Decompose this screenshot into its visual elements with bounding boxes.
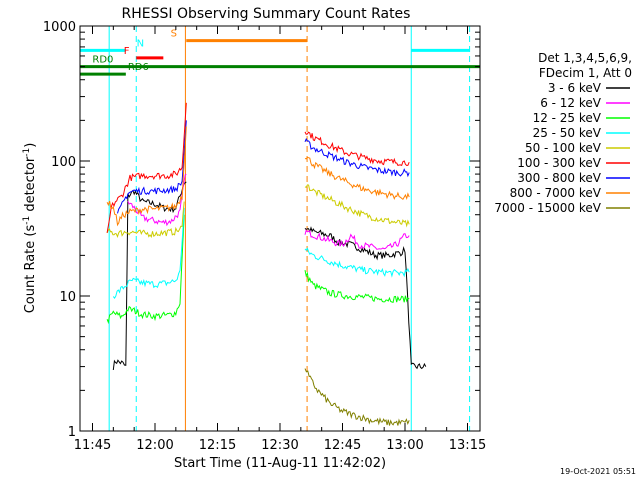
series-line-25-50-kev-1	[304, 247, 410, 278]
series-50-100-kev	[106, 184, 410, 239]
legend-label-12-25-kev: 12 - 25 keV	[533, 111, 602, 125]
timestamp: 19-Oct-2021 05:51	[560, 467, 636, 476]
y-label-text-mid: detector	[23, 156, 38, 216]
x-axis: 11:45 12:00 12:15 12:30 12:45 13:00 13:15	[74, 26, 486, 453]
legend-header-1: Det 1,3,4,5,6,9,	[538, 51, 632, 65]
series-800-7000-kev	[106, 126, 410, 227]
series-12-25-kev	[106, 214, 410, 325]
series-line-800-7000-kev-1	[304, 156, 410, 201]
series-100-300-kev	[106, 102, 410, 233]
x-tick-label: 12:45	[324, 438, 361, 453]
series-line-50-100-kev-0	[106, 201, 185, 239]
y-axis: 1 10 100 1000	[43, 20, 480, 440]
legend-label-25-50-kev: 25 - 50 keV	[533, 126, 602, 140]
series-line-3-6-kev-0	[112, 181, 187, 371]
legend-label-6-12-kev: 6 - 12 keV	[540, 96, 602, 110]
legend-label-800-7000-kev: 800 - 7000 keV	[510, 186, 602, 200]
y-tick-label: 100	[51, 155, 76, 170]
chart-title: RHESSI Observing Summary Count Rates	[122, 6, 411, 22]
series-line-6-12-kev-0	[127, 173, 187, 227]
series-3-6-kev	[112, 181, 427, 371]
series-line-6-12-kev-1	[304, 229, 410, 250]
x-tick-label: 12:30	[261, 438, 298, 453]
series-line-7000-15000-kev-0	[304, 368, 410, 426]
series-line-12-25-kev-1	[304, 269, 410, 304]
x-tick-label: 13:00	[386, 438, 423, 453]
legend-header-2: FDecim 1, Att 0	[539, 66, 632, 80]
legend-label-7000-15000-kev: 7000 - 15000 keV	[494, 201, 601, 215]
x-tick-label: 13:15	[449, 438, 486, 453]
legend-label-50-100-kev: 50 - 100 keV	[525, 141, 602, 155]
y-tick-label: 1000	[43, 20, 76, 35]
series-line-800-7000-kev-0	[106, 126, 187, 227]
x-tick-label: 11:45	[74, 438, 111, 453]
legend-label-3-6-kev: 3 - 6 keV	[548, 81, 602, 95]
series-line-25-50-kev-0	[112, 207, 185, 299]
x-tick-label: 12:15	[199, 438, 236, 453]
x-axis-label: Start Time (11-Aug-11 11:42:02)	[174, 456, 386, 471]
y-label-text-end: )	[23, 143, 38, 148]
legend-label-100-300-kev: 100 - 300 keV	[517, 156, 601, 170]
series-line-100-300-kev-1	[304, 131, 410, 167]
y-tick-label: 1	[68, 425, 76, 440]
flag-label-rd0: RD0	[92, 55, 113, 66]
legend-label-300-800-kev: 300 - 800 keV	[517, 171, 601, 185]
y-axis-label: Count Rate (s-1 detector-1)	[22, 143, 38, 314]
series-line-300-800-kev-1	[304, 138, 410, 178]
flag-label-s: S	[171, 29, 177, 40]
series-7000-15000-kev	[304, 368, 410, 426]
series-line-3-6-kev-1	[304, 226, 427, 370]
flag-label-f: F	[124, 46, 130, 57]
series-6-12-kev	[127, 173, 410, 250]
plot-content: NF S RD0 RD6	[80, 26, 480, 431]
flag-label-rd6: RD6	[128, 62, 149, 73]
y-label-text-main: Count Rate (s	[23, 225, 38, 314]
series-line-100-300-kev-0	[106, 102, 187, 233]
series-25-50-kev	[112, 207, 410, 299]
y-label-sup-2: -1	[22, 148, 32, 157]
x-tick-label: 12:00	[136, 438, 173, 453]
flag-label-n: N	[137, 38, 144, 49]
y-label-sup-1: -1	[22, 216, 32, 225]
series-line-50-100-kev-1	[304, 184, 410, 228]
legend: Det 1,3,4,5,6,9, FDecim 1, Att 0 3 - 6 k…	[494, 51, 632, 215]
y-tick-label: 10	[59, 290, 76, 305]
series-line-300-800-kev-0	[117, 120, 187, 214]
series-300-800-kev	[117, 120, 410, 214]
series-line-12-25-kev-0	[106, 214, 185, 325]
